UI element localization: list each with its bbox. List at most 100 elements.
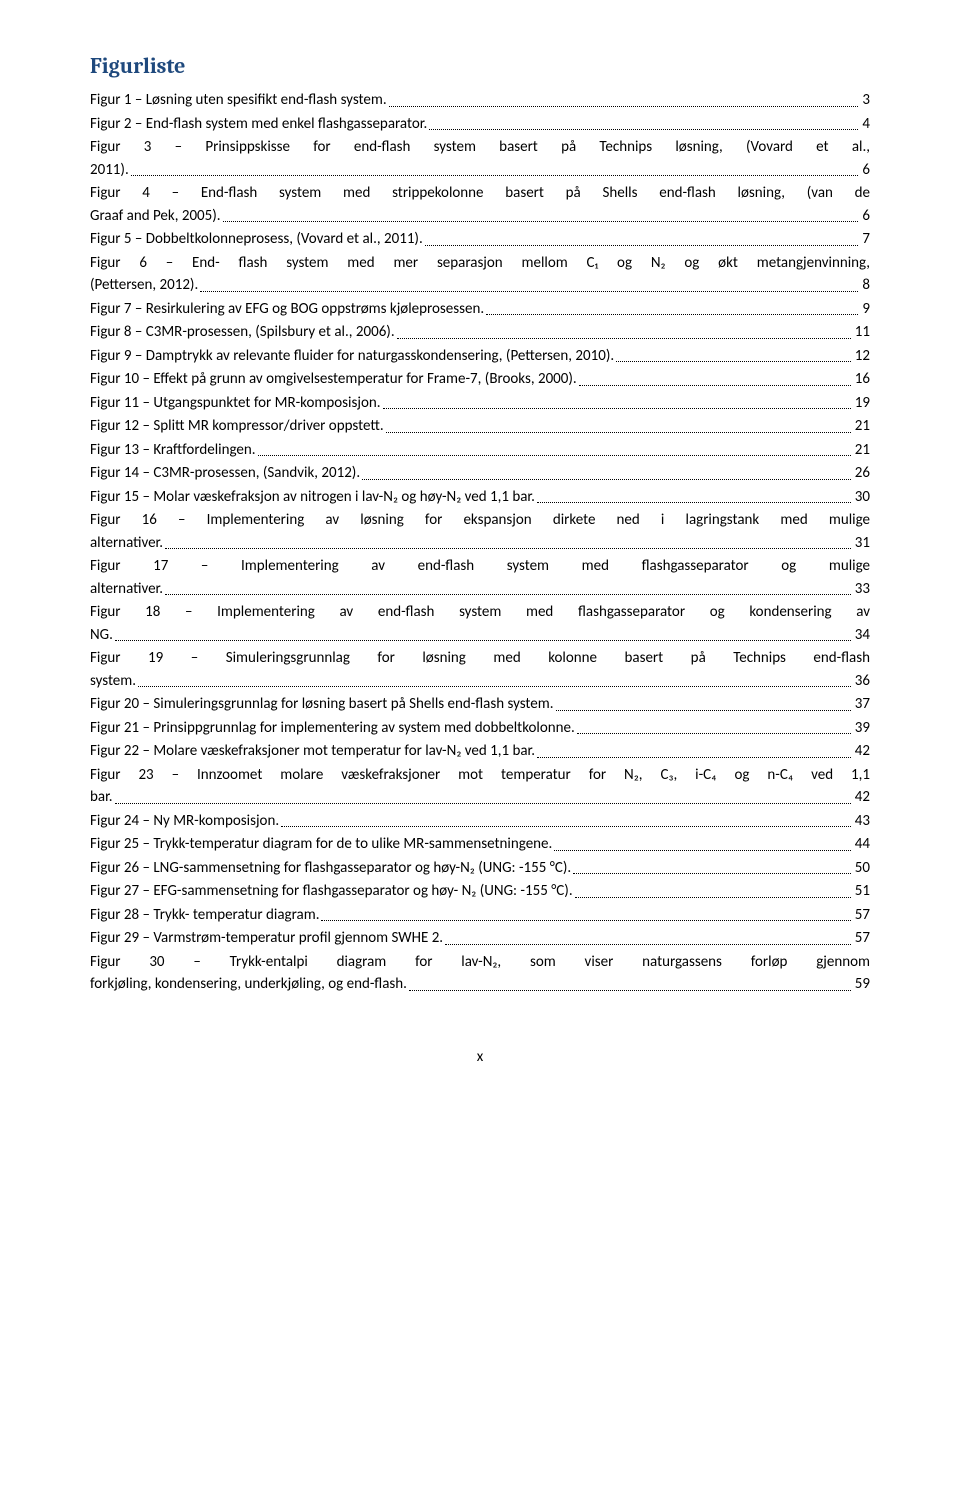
toc-entry-text: 2011). bbox=[90, 159, 129, 182]
page-number-footer: x bbox=[90, 1046, 870, 1069]
toc-entry-text: NG. bbox=[90, 624, 113, 647]
toc-entry-text: Figur 20 – Simuleringsgrunnlag for løsni… bbox=[90, 693, 554, 716]
toc-leader bbox=[389, 106, 859, 107]
toc-entry-text: Figur 8 – C3MR-prosessen, (Spilsbury et … bbox=[90, 321, 395, 344]
toc-leader bbox=[445, 944, 851, 945]
toc-entry-text: Figur 9 – Damptrykk av relevante fluider… bbox=[90, 345, 614, 368]
toc-entry: Figur 13 – Kraftfordelingen.21 bbox=[90, 439, 870, 462]
toc-leader bbox=[573, 873, 851, 874]
toc-leader bbox=[258, 455, 851, 456]
toc-entry-text: forkjøling, kondensering, underkjøling, … bbox=[90, 973, 407, 996]
toc-entry: Figur 9 – Damptrykk av relevante fluider… bbox=[90, 345, 870, 368]
toc-entry-text: Figur 27 – EFG-sammensetning for flashga… bbox=[90, 880, 573, 903]
toc-page-number: 43 bbox=[855, 810, 870, 833]
toc-entry-text: Figur 5 – Dobbeltkolonneprosess, (Vovard… bbox=[90, 228, 423, 251]
toc-leader bbox=[616, 361, 851, 362]
toc-entry-line: Figur 17 – Implementering av end-flash s… bbox=[90, 555, 870, 578]
toc-page-number: 8 bbox=[862, 274, 870, 297]
toc-entry-text: Figur 2 – End-flash system med enkel fla… bbox=[90, 113, 427, 136]
toc-leader bbox=[321, 920, 850, 921]
toc-entry: Figur 15 – Molar væskefraksjon av nitrog… bbox=[90, 486, 870, 509]
toc-entry-text: Figur 24 – Ny MR-komposisjon. bbox=[90, 810, 279, 833]
toc-entry: Figur 11 – Utgangspunktet for MR-komposi… bbox=[90, 392, 870, 415]
toc-entry: alternativer. 33 bbox=[90, 578, 870, 601]
toc-leader bbox=[537, 502, 851, 503]
toc-page-number: 12 bbox=[855, 345, 870, 368]
toc-entry: bar. 42 bbox=[90, 786, 870, 809]
toc-page-number: 26 bbox=[855, 462, 870, 485]
toc-entry: NG. 34 bbox=[90, 624, 870, 647]
toc-entry: Figur 2 – End-flash system med enkel fla… bbox=[90, 113, 870, 136]
toc-entry: Figur 8 – C3MR-prosessen, (Spilsbury et … bbox=[90, 321, 870, 344]
toc-entry-text: Figur 7 – Resirkulering av EFG og BOG op… bbox=[90, 298, 484, 321]
toc-page-number: 21 bbox=[855, 415, 870, 438]
toc-leader bbox=[409, 990, 851, 991]
toc-entry: Figur 28 – Trykk- temperatur diagram.57 bbox=[90, 904, 870, 927]
toc-entry: Figur 27 – EFG-sammensetning for flashga… bbox=[90, 880, 870, 903]
toc-leader bbox=[115, 803, 851, 804]
toc-entry-line: Figur 3 – Prinsippskisse for end-flash s… bbox=[90, 136, 870, 159]
toc-entry-text: Figur 29 – Varmstrøm-temperatur profil g… bbox=[90, 927, 443, 950]
toc-entry-text: Figur 25 – Trykk-temperatur diagram for … bbox=[90, 833, 552, 856]
toc-page-number: 16 bbox=[855, 368, 870, 391]
toc-entry-line: Figur 16 – Implementering av løsning for… bbox=[90, 509, 870, 532]
toc-leader bbox=[115, 640, 851, 641]
toc-entry-text: Figur 26 – LNG-sammensetning for flashga… bbox=[90, 857, 571, 880]
toc-leader bbox=[386, 432, 851, 433]
toc-page-number: 50 bbox=[855, 857, 870, 880]
toc-entry-text: bar. bbox=[90, 786, 113, 809]
toc-entry: Figur 22 – Molare væskefraksjoner mot te… bbox=[90, 740, 870, 763]
toc-entry: Figur 10 – Effekt på grunn av omgivelses… bbox=[90, 368, 870, 391]
toc-entry: Graaf and Pek, 2005).6 bbox=[90, 205, 870, 228]
toc-leader bbox=[131, 175, 859, 176]
toc-entry-text: Figur 21 – Prinsippgrunnlag for implemen… bbox=[90, 717, 575, 740]
toc-leader bbox=[138, 686, 851, 687]
toc-leader bbox=[165, 548, 851, 549]
toc-entry-text: Figur 15 – Molar væskefraksjon av nitrog… bbox=[90, 486, 535, 509]
toc-page-number: 59 bbox=[855, 973, 870, 996]
toc-page-number: 9 bbox=[862, 298, 870, 321]
toc-leader bbox=[281, 826, 851, 827]
toc-entry-text: Figur 12 – Splitt MR kompressor/driver o… bbox=[90, 415, 384, 438]
toc-page-number: 57 bbox=[855, 927, 870, 950]
toc-leader bbox=[165, 594, 851, 595]
page-title: Figurliste bbox=[90, 50, 870, 83]
toc-entry-text: alternativer. bbox=[90, 532, 163, 555]
toc-leader bbox=[554, 850, 850, 851]
toc-page-number: 51 bbox=[855, 880, 870, 903]
toc-entry-text: Figur 22 – Molare væskefraksjoner mot te… bbox=[90, 740, 535, 763]
toc-leader bbox=[486, 314, 858, 315]
toc-entry-line: Figur 23 – Innzoomet molare væskefraksjo… bbox=[90, 764, 870, 787]
toc-page-number: 11 bbox=[855, 321, 870, 344]
toc-page-number: 31 bbox=[855, 532, 870, 555]
toc-entry: (Pettersen, 2012).8 bbox=[90, 274, 870, 297]
toc-entry-line: Figur 30 – Trykk-entalpi diagram for lav… bbox=[90, 951, 870, 974]
toc-entry: Figur 29 – Varmstrøm-temperatur profil g… bbox=[90, 927, 870, 950]
toc-entry-text: Figur 10 – Effekt på grunn av omgivelses… bbox=[90, 368, 577, 391]
toc-page-number: 19 bbox=[855, 392, 870, 415]
toc-entry: alternativer. 31 bbox=[90, 532, 870, 555]
toc-entry-text: Figur 1 – Løsning uten spesifikt end-fla… bbox=[90, 89, 387, 112]
toc-entry: Figur 24 – Ny MR-komposisjon. 43 bbox=[90, 810, 870, 833]
toc-leader bbox=[429, 129, 858, 130]
toc-page-number: 6 bbox=[862, 159, 870, 182]
toc-entry-text: alternativer. bbox=[90, 578, 163, 601]
toc-page-number: 34 bbox=[855, 624, 870, 647]
toc-page-number: 30 bbox=[855, 486, 870, 509]
toc-page-number: 7 bbox=[862, 228, 870, 251]
toc-entry: Figur 7 – Resirkulering av EFG og BOG op… bbox=[90, 298, 870, 321]
toc-page-number: 33 bbox=[855, 578, 870, 601]
toc-entry: Figur 26 – LNG-sammensetning for flashga… bbox=[90, 857, 870, 880]
toc-leader bbox=[383, 408, 851, 409]
toc-entry-line: Figur 18 – Implementering av end-flash s… bbox=[90, 601, 870, 624]
toc-entry: Figur 1 – Løsning uten spesifikt end-fla… bbox=[90, 89, 870, 112]
toc-page-number: 4 bbox=[862, 113, 870, 136]
toc-page-number: 39 bbox=[855, 717, 870, 740]
toc-leader bbox=[397, 338, 851, 339]
figure-list: Figur 1 – Løsning uten spesifikt end-fla… bbox=[90, 89, 870, 996]
toc-page-number: 44 bbox=[855, 833, 870, 856]
toc-leader bbox=[200, 291, 858, 292]
toc-page-number: 42 bbox=[855, 786, 870, 809]
toc-leader bbox=[575, 897, 851, 898]
toc-entry-text: system. bbox=[90, 670, 136, 693]
